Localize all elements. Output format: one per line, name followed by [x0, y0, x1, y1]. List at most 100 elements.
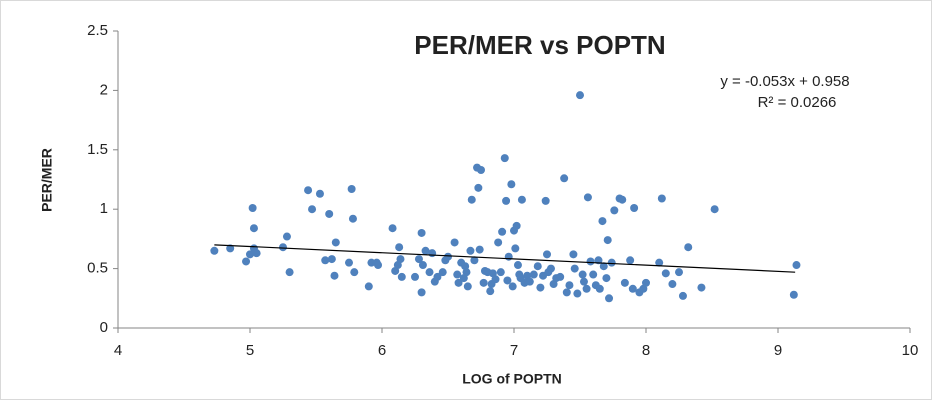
point [582, 284, 591, 293]
point [242, 257, 251, 266]
point [252, 249, 261, 258]
point [348, 214, 357, 223]
point [414, 255, 423, 264]
point [675, 268, 683, 277]
point [536, 283, 545, 292]
point [246, 250, 254, 259]
point [655, 258, 664, 267]
x-axis-label: LOG of POPTN [462, 371, 562, 387]
x-tick-label: 8 [642, 342, 650, 359]
point [411, 272, 419, 281]
point [512, 221, 521, 230]
point [556, 272, 565, 281]
point [586, 257, 595, 266]
point [525, 277, 534, 286]
point [347, 185, 356, 194]
point [491, 275, 500, 284]
y-tick-label: 0.5 [87, 260, 108, 277]
trend-equation: y = -0.053x + 0.958 [720, 73, 849, 90]
point [494, 238, 503, 247]
point [529, 270, 538, 279]
trendline [214, 244, 796, 273]
point [583, 193, 592, 202]
point [433, 272, 442, 281]
point [496, 268, 505, 277]
point [308, 205, 317, 214]
point [454, 278, 463, 287]
point [325, 209, 334, 218]
x-tick-label: 9 [774, 342, 782, 359]
point [642, 278, 650, 287]
point [605, 294, 614, 303]
point [618, 195, 627, 204]
point [502, 196, 511, 205]
x-tick-label: 4 [114, 342, 122, 359]
point [500, 154, 509, 163]
x-tick-label: 10 [902, 342, 919, 359]
point [599, 262, 608, 271]
point [668, 280, 677, 289]
point [517, 195, 526, 204]
point [508, 282, 517, 291]
point [417, 228, 426, 237]
point [388, 224, 397, 233]
point [710, 205, 719, 214]
point [425, 268, 434, 277]
point [602, 274, 611, 283]
point [330, 271, 339, 280]
point [418, 261, 427, 270]
point [513, 261, 522, 270]
point [475, 245, 484, 254]
point [462, 268, 471, 277]
point [533, 262, 542, 271]
point [603, 236, 612, 245]
point [428, 249, 437, 258]
point [364, 282, 373, 291]
point [570, 264, 579, 273]
point [279, 243, 287, 252]
point [467, 195, 476, 204]
point [417, 288, 426, 297]
point [630, 204, 639, 213]
point [397, 272, 406, 281]
y-tick-label: 2.5 [87, 22, 108, 39]
x-tick-label: 6 [378, 342, 386, 359]
point [421, 246, 430, 255]
r-squared: R² = 0.0266 [758, 94, 837, 111]
point [315, 189, 324, 198]
point [511, 244, 520, 253]
point [498, 227, 507, 236]
point [345, 258, 353, 267]
point [546, 264, 555, 273]
point [327, 255, 336, 264]
point [285, 268, 294, 277]
point [628, 284, 637, 293]
y-tick-label: 0 [100, 319, 108, 336]
y-tick-label: 2 [100, 81, 108, 98]
point [661, 269, 670, 278]
point [395, 243, 404, 252]
point [697, 283, 706, 292]
point [486, 287, 495, 296]
point [543, 250, 551, 259]
y-axis-label: PER/MER [39, 148, 55, 212]
point [444, 252, 452, 261]
point [321, 256, 330, 265]
point [466, 246, 475, 255]
point [565, 281, 574, 290]
y-tick-label: 1 [100, 200, 108, 217]
point [589, 270, 598, 279]
point [450, 238, 459, 247]
point [503, 276, 512, 285]
point [576, 91, 584, 100]
point [350, 268, 359, 277]
point [541, 196, 550, 205]
point [579, 277, 588, 286]
point [479, 278, 488, 287]
point [477, 165, 485, 174]
chart-title: PER/MER vs POPTN [414, 30, 665, 60]
point [578, 270, 587, 279]
point [248, 204, 257, 213]
